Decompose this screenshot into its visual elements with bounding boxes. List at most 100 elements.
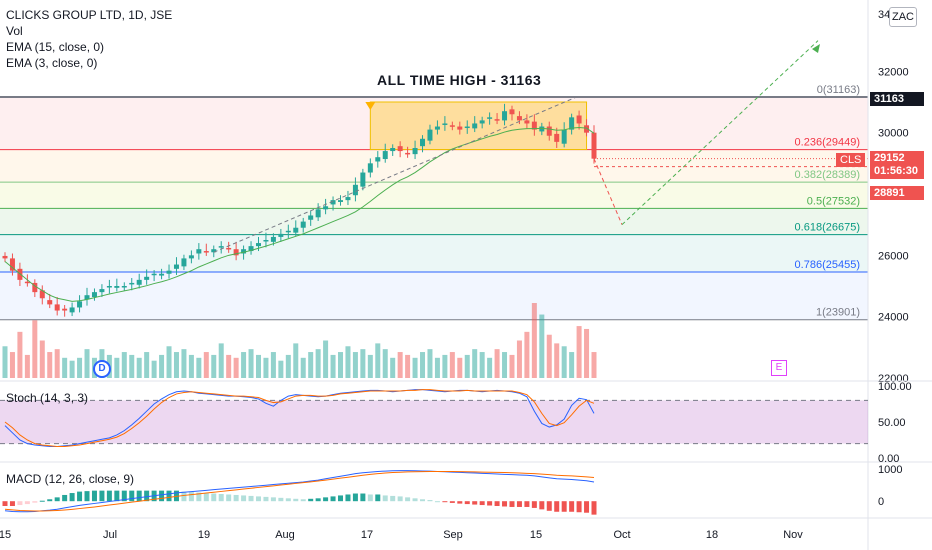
macd-line-macd [4,470,595,513]
volume-bar [173,352,179,378]
macd-histogram-bar [136,490,142,502]
macd-histogram-bar [2,501,8,506]
volume-bar [338,352,344,378]
stoch-legend[interactable]: Stoch (14, 3, 3) [6,391,89,405]
macd-histogram-bar [203,493,209,502]
macd-histogram-bar [188,492,194,502]
dividend-marker[interactable]: D [93,360,111,378]
macd-histogram-bar [62,494,68,502]
fib-band [0,149,868,183]
consolidation-box [369,101,588,151]
volume-bar [472,349,478,378]
volume-bar [278,360,284,378]
candle-body [323,206,329,210]
currency-button[interactable]: ZAC [889,7,917,27]
candle-body [181,258,187,267]
last-price-value: 29152 [874,152,905,164]
candle-body [524,120,530,124]
macd-histogram-bar [442,501,448,503]
macd-histogram-bar [375,494,381,502]
macd-histogram-bar [539,501,545,510]
macd-histogram-bar [472,501,478,505]
volume-bar [308,352,314,378]
candle-body [502,111,508,121]
volume-bar [77,357,83,378]
candle-body [129,282,135,285]
macd-histogram-bar [427,500,433,502]
candle-body [360,172,366,187]
last-price-tag: 29152 01:56:30 [870,151,924,179]
candle-body [412,148,418,155]
volume-bar [218,343,224,378]
macd-histogram-bar [561,501,567,512]
volume-bar [397,352,403,378]
projection-arrowhead [812,44,820,53]
candle-body [278,233,284,237]
legend-volume[interactable]: Vol [6,24,23,38]
macd-histogram-bar [464,501,470,505]
volume-bar [323,340,329,378]
macd-histogram-bar [412,498,418,502]
volume-bar [17,331,23,378]
macd-histogram-bar [144,490,150,502]
candle-body [494,119,500,121]
volume-bar [285,354,291,378]
earnings-marker[interactable]: E [771,360,787,376]
fib-band [0,234,868,273]
volume-bar [181,349,187,378]
candle-body [442,123,448,125]
y-tick-label: 30000 [878,128,909,140]
volume-bar [569,352,575,378]
y-tick-label: 24000 [878,312,909,324]
candle-body [300,221,306,228]
macd-histogram-bar [315,498,321,502]
volume-bar [233,357,239,378]
x-tick-label: 19 [198,529,210,541]
volume-bar [405,354,411,378]
candle-body [293,227,299,233]
y-tick-label: 22000 [878,373,909,385]
volume-bar [84,349,90,378]
candle-body [54,304,60,311]
candle-body [62,308,68,311]
macd-histogram-bar [591,501,597,515]
volume-bar [293,343,299,378]
volume-bar [2,346,8,378]
volume-bar [449,352,455,378]
candle-body [136,279,142,285]
y-tick-label: 26000 [878,250,909,262]
fib-label: 0.236(29449) [795,137,860,149]
volume-bar [24,354,30,378]
macd-histogram-bar [382,495,388,502]
candle-body [539,126,545,132]
macd-histogram-bar [405,497,411,502]
macd-histogram-bar [487,501,493,506]
candle-body [69,307,75,313]
candle-body [166,270,172,274]
candle-body [576,115,582,124]
macd-legend[interactable]: MACD (12, 26, close, 9) [6,472,135,486]
macd-histogram-bar [360,493,366,502]
volume-bar [270,352,276,378]
macd-histogram-bar [457,501,463,504]
volume-bar [420,352,426,378]
legend-ema15[interactable]: EMA (15, close, 0) [6,40,105,54]
macd-histogram-bar [99,490,105,502]
candle-body [241,249,247,254]
macd-histogram-bar [554,501,560,512]
macd-histogram-bar [196,492,202,502]
fib-band [0,208,868,235]
candle-body [390,148,396,152]
candle-body [248,246,254,252]
candle-body [546,126,552,136]
x-tick-label: 17 [361,529,373,541]
macd-histogram-bar [248,495,254,502]
macd-histogram-bar [509,501,515,507]
macd-histogram-bar [47,499,53,502]
candle-body [39,290,45,299]
macd-histogram-bar [516,501,522,507]
candle-body [427,129,433,141]
volume-bar [129,354,135,378]
legend-ema3[interactable]: EMA (3, close, 0) [6,56,98,70]
